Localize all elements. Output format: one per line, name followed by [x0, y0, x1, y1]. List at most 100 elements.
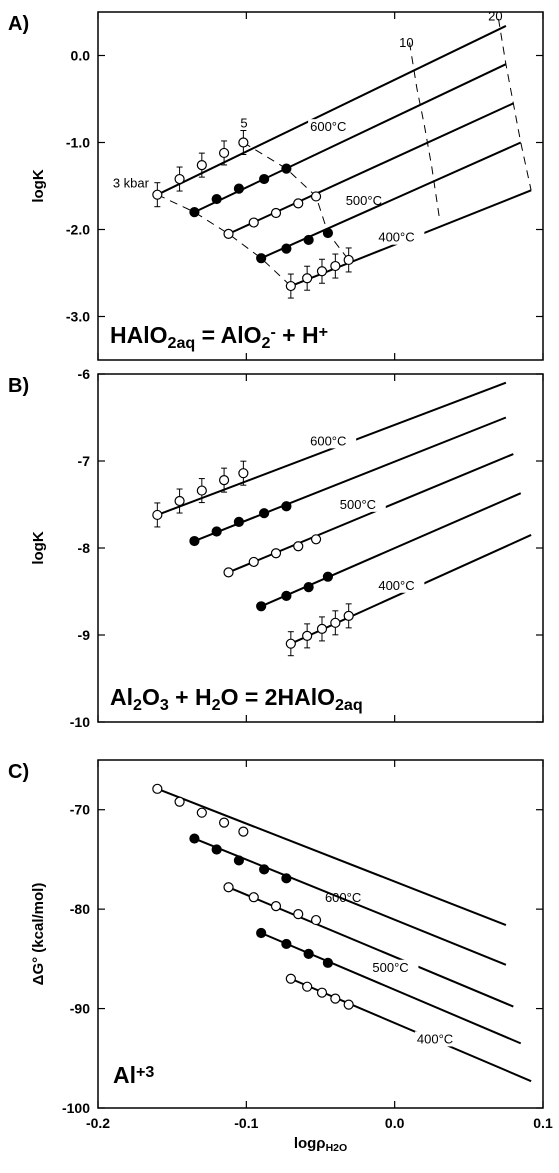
isotherm-label-bg [308, 119, 357, 135]
data-point [302, 630, 313, 641]
data-point [293, 541, 304, 552]
data-point [330, 617, 341, 628]
data-point [330, 993, 341, 1004]
data-point [303, 582, 314, 593]
reaction-label-run: + H [169, 684, 212, 710]
data-point [302, 981, 313, 992]
x-axis-title-run: logρ [294, 1135, 326, 1152]
data-point [196, 485, 207, 496]
data-point [293, 198, 304, 209]
data-point [316, 266, 328, 277]
reaction-label: HAlO2aq = AlO2- + H+ [110, 322, 328, 352]
data-point [270, 548, 282, 559]
data-point [248, 217, 259, 228]
reaction-label-run: O [142, 684, 160, 710]
data-point [310, 534, 322, 545]
data-point [211, 193, 222, 205]
y-tick-label: 0.0 [71, 48, 91, 64]
reaction-label-run: 2 [212, 696, 221, 714]
reaction-label-run: +3 [136, 1063, 154, 1081]
isotherm-label: 600°C [310, 119, 346, 134]
y-tick-label: -6 [78, 366, 91, 382]
data-point [285, 280, 296, 292]
isotherm-label-bg [337, 496, 386, 512]
data-point [285, 638, 296, 649]
isotherm-label: 500°C [346, 193, 382, 208]
data-point [259, 173, 270, 185]
data-point [218, 475, 230, 486]
data-point [310, 914, 322, 926]
data-point [256, 253, 267, 264]
reaction-label: Al2O3 + H2O = 2HAlO2aq [110, 684, 363, 714]
data-point [211, 844, 222, 855]
y-tick-label: -100 [62, 1100, 90, 1116]
y-tick-label: -8 [78, 540, 91, 556]
panel-letter: B) [8, 375, 29, 397]
data-point [303, 234, 314, 246]
y-tick-label: -1.0 [66, 135, 90, 151]
data-point [248, 892, 259, 903]
reaction-label-run: O = 2HAlO [221, 684, 335, 710]
x-tick-label: 0.1 [533, 1115, 553, 1131]
data-point [174, 796, 185, 807]
data-point [223, 228, 234, 239]
isotherm-label: 500°C [340, 497, 376, 512]
isotherm-line [194, 416, 507, 542]
panel-letter: A) [8, 13, 29, 35]
isotherm-label-bg [322, 890, 371, 906]
data-point [256, 601, 267, 612]
data-point [223, 567, 234, 578]
data-point [281, 163, 292, 174]
data-point [152, 509, 163, 521]
y-tick-label: -7 [78, 453, 91, 469]
data-point [281, 501, 292, 512]
reaction-label-run: HAlO [110, 322, 168, 348]
reaction-label-run: = AlO [195, 322, 261, 348]
data-point [270, 901, 282, 912]
reaction-label-run: Al [113, 1062, 136, 1088]
data-point [152, 783, 163, 794]
data-point [259, 864, 270, 875]
data-point [189, 833, 200, 844]
data-point [223, 882, 234, 893]
data-point [238, 468, 249, 479]
isobar-label: 3 kbar [113, 176, 150, 191]
y-tick-label: -10 [70, 714, 90, 730]
y-tick-label: -9 [78, 627, 91, 643]
data-point [218, 817, 230, 828]
data-point [218, 147, 230, 159]
plot-frame [97, 11, 544, 361]
reaction-label-run: - [270, 323, 275, 341]
data-point [281, 873, 292, 884]
isotherm-line [156, 787, 507, 926]
data-point [303, 948, 314, 959]
x-axis-title: logρH2O [294, 1135, 347, 1154]
x-tick-label: 0.0 [385, 1115, 405, 1131]
isotherm-label-bg [376, 229, 425, 245]
data-point [310, 191, 322, 202]
isotherm-line [193, 63, 507, 214]
data-point [322, 227, 334, 239]
isobar-label: 20 [488, 9, 502, 24]
isobar-line [409, 42, 440, 217]
x-tick-label: -0.1 [234, 1115, 258, 1131]
reaction-label-run: + H [276, 322, 319, 348]
reaction-label: Al+3 [113, 1062, 154, 1088]
data-point [285, 973, 296, 984]
data-point [248, 556, 259, 568]
x-tick-label: -0.2 [86, 1115, 110, 1131]
y-tick-label: -80 [70, 901, 90, 917]
isotherm-label-bg [376, 577, 425, 593]
reaction-label-run: 2 [133, 696, 142, 714]
data-point [281, 243, 292, 254]
data-point [330, 260, 341, 272]
reaction-label-run: 2 [261, 334, 270, 352]
data-point [174, 495, 185, 507]
isobar-label: 10 [399, 35, 413, 50]
data-point [189, 207, 200, 218]
data-point [174, 173, 185, 185]
y-axis-title: logK [30, 169, 47, 202]
data-point [196, 807, 207, 818]
